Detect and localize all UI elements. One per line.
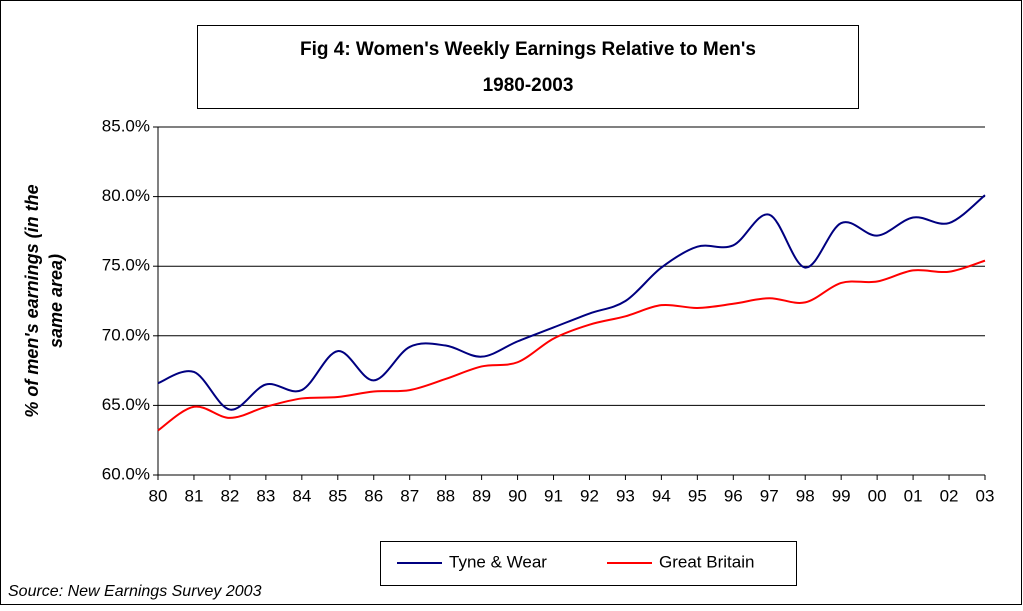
x-tick-label: 87 <box>400 486 419 505</box>
y-tick-label: 75.0% <box>102 256 150 275</box>
x-tick-label: 95 <box>688 486 707 505</box>
x-tick-label: 94 <box>652 486 671 505</box>
chart-subtitle: 1980-2003 <box>483 75 574 96</box>
y-tick-label: 70.0% <box>102 325 150 344</box>
x-tick-label: 89 <box>472 486 491 505</box>
x-tick-label: 99 <box>832 486 851 505</box>
x-tick-label: 90 <box>508 486 527 505</box>
x-tick-label: 84 <box>292 486 311 505</box>
x-tick-label: 02 <box>940 486 959 505</box>
y-tick-label: 85.0% <box>102 116 150 135</box>
legend-label: Tyne & Wear <box>449 552 547 571</box>
legend-label: Great Britain <box>659 552 754 571</box>
x-tick-label: 00 <box>868 486 887 505</box>
y-tick-label: 65.0% <box>102 395 150 414</box>
x-tick-label: 88 <box>436 486 455 505</box>
legend-box <box>380 541 797 586</box>
x-tick-label: 85 <box>328 486 347 505</box>
y-tick-label: 80.0% <box>102 186 150 205</box>
x-tick-label: 96 <box>724 486 743 505</box>
x-tick-label: 92 <box>580 486 599 505</box>
x-tick-label: 01 <box>904 486 923 505</box>
x-tick-label: 86 <box>364 486 383 505</box>
x-tick-label: 97 <box>760 486 779 505</box>
x-tick-label: 80 <box>149 486 168 505</box>
series-line <box>157 259 986 432</box>
source-note: Source: New Earnings Survey 2003 <box>8 583 262 600</box>
x-tick-label: 91 <box>544 486 563 505</box>
y-axis-label: same area) <box>46 254 66 348</box>
x-tick-label: 82 <box>220 486 239 505</box>
x-tick-label: 98 <box>796 486 815 505</box>
x-tick-label: 83 <box>256 486 275 505</box>
title-box <box>197 25 859 109</box>
x-tick-label: 03 <box>976 486 995 505</box>
y-axis-label: % of men's earnings (in the <box>22 184 42 417</box>
x-tick-label: 93 <box>616 486 635 505</box>
series-line <box>157 194 986 411</box>
y-tick-label: 60.0% <box>102 464 150 483</box>
chart-title: Fig 4: Women's Weekly Earnings Relative … <box>300 39 756 60</box>
x-tick-label: 81 <box>184 486 203 505</box>
